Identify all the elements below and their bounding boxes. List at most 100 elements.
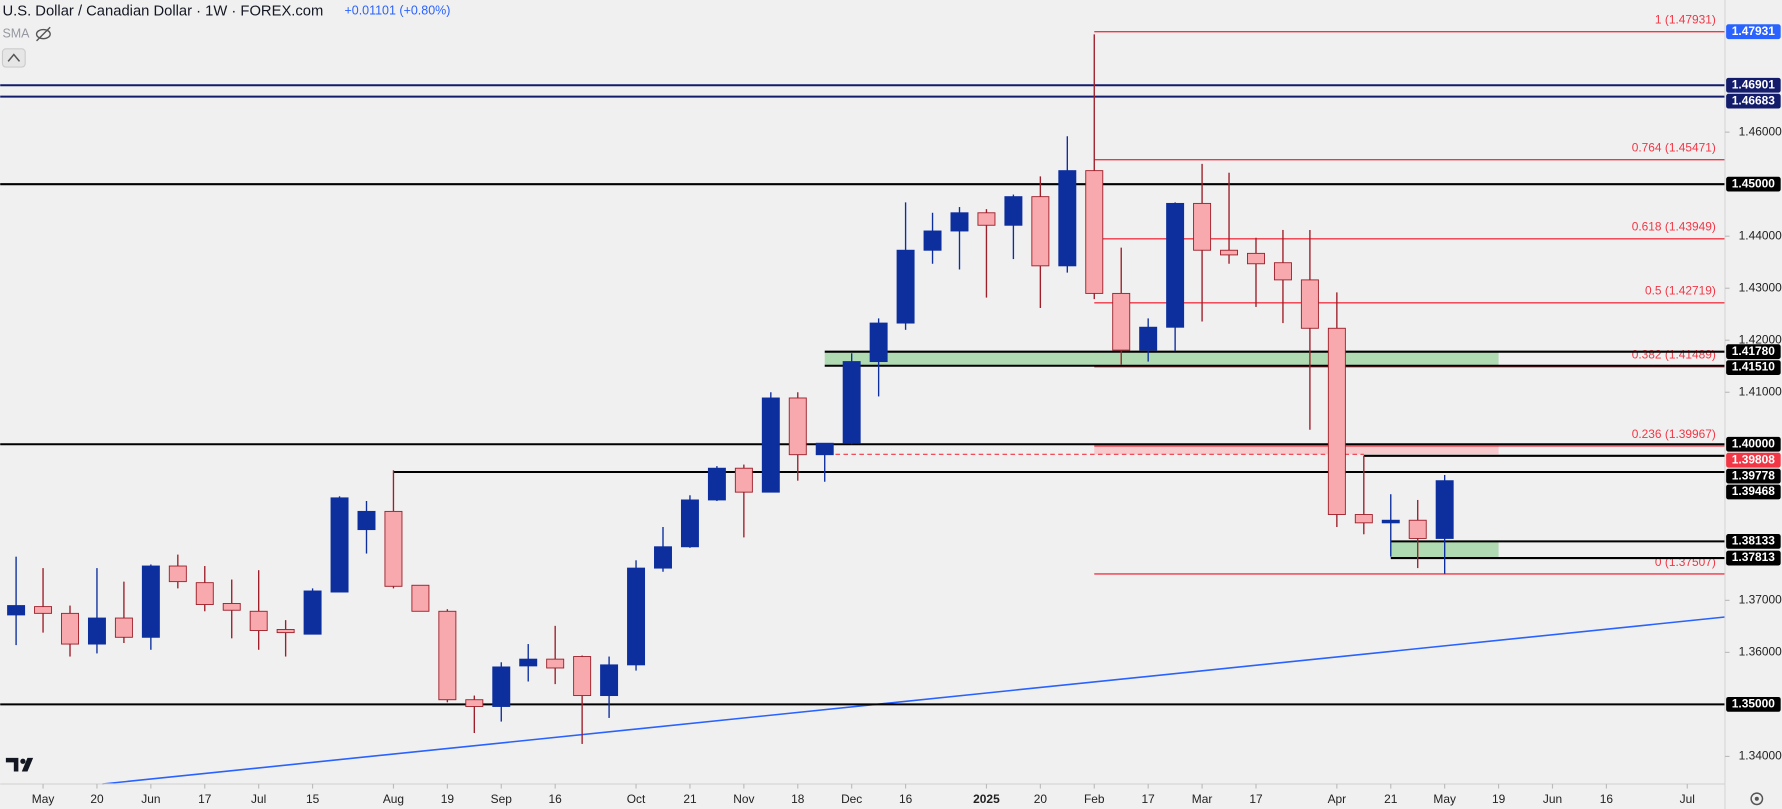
y-tick-label: 1.36000 <box>1739 645 1782 659</box>
x-tick-label: 17 <box>1142 792 1156 806</box>
hide-icon[interactable] <box>35 26 51 42</box>
fib-label: 0 (1.37507) <box>1655 555 1716 569</box>
price-label: 1.35000 <box>1732 697 1775 711</box>
candle-body <box>492 666 511 707</box>
x-tick-label: 21 <box>683 792 697 806</box>
x-tick-label: 19 <box>1492 792 1506 806</box>
candle-body <box>815 442 834 456</box>
candle-body <box>1273 262 1292 281</box>
candle-body <box>1220 249 1239 256</box>
price-label: 1.38133 <box>1732 534 1775 548</box>
candle-body <box>276 629 295 634</box>
candle-body <box>222 603 241 611</box>
fib-label: 0.382 (1.41489) <box>1632 348 1716 362</box>
price-label-box <box>1726 534 1781 549</box>
trendline <box>102 616 1726 785</box>
x-tick-label: May <box>1433 792 1456 806</box>
price-label-box <box>1726 360 1781 375</box>
candle-body <box>411 584 430 612</box>
x-tick-label: 18 <box>791 792 805 806</box>
candle-body <box>1112 292 1131 351</box>
price-label: 1.41510 <box>1732 360 1775 374</box>
x-tick-label: 16 <box>1600 792 1614 806</box>
price-label: 1.46901 <box>1732 77 1775 91</box>
fib-label: 0.618 (1.43949) <box>1632 220 1716 234</box>
fib-label: 0.764 (1.45471) <box>1632 140 1716 154</box>
candle-body <box>950 212 969 232</box>
price-label: 1.47931 <box>1732 24 1775 38</box>
x-tick-label: 17 <box>1249 792 1263 806</box>
candle-body <box>1354 514 1373 524</box>
plot-area: 1 (1.47931) 0.764 (1.45471) 0.618 (1.43949… <box>0 12 1726 785</box>
candle-body <box>600 664 619 697</box>
x-tick-label: 16 <box>549 792 563 806</box>
fib-label: 0.236 (1.39967) <box>1632 427 1716 441</box>
price-label-box <box>1726 697 1781 712</box>
indicator-name: SMA <box>2 26 30 40</box>
candle-body <box>896 249 915 324</box>
x-tick-label: Jun <box>1543 792 1562 806</box>
candle-body <box>1058 170 1077 267</box>
candle-body <box>195 582 214 605</box>
x-tick-label: Aug <box>383 792 404 806</box>
candle-body <box>303 590 322 635</box>
candle-body <box>1004 196 1023 226</box>
collapse-button[interactable] <box>1 48 26 68</box>
x-tick-label: 2025 <box>973 792 1000 806</box>
y-tick-label: 1.44000 <box>1739 228 1782 242</box>
candle-body <box>1408 519 1427 539</box>
x-tick-label: 21 <box>1384 792 1398 806</box>
y-tick-label: 1.46000 <box>1739 124 1782 138</box>
price-label-box <box>1726 24 1781 40</box>
candle-body <box>168 565 187 583</box>
candle-body <box>87 617 106 645</box>
x-tick-label: 19 <box>441 792 455 806</box>
price-label-box <box>1726 77 1781 93</box>
candle-body <box>546 658 565 669</box>
price-label-box <box>1726 344 1781 360</box>
candle-body <box>788 397 807 456</box>
candle-body <box>707 467 726 501</box>
y-tick-label: 1.41000 <box>1739 384 1782 398</box>
x-tick-label: Jul <box>1680 792 1695 806</box>
candle-body <box>1247 252 1265 265</box>
candle-body <box>1031 196 1050 267</box>
candle-body <box>1381 519 1400 524</box>
candle-body <box>1166 202 1185 328</box>
x-tick-label: Mar <box>1192 792 1213 806</box>
candle-body <box>330 497 349 593</box>
y-tick-label: 1.43000 <box>1739 280 1782 294</box>
x-tick-label: Nov <box>733 792 754 806</box>
x-tick-label: Sep <box>491 792 513 806</box>
candle-body <box>627 567 646 666</box>
y-tick-label: 1.37000 <box>1739 593 1782 607</box>
candle-body <box>977 212 996 226</box>
candle-body <box>923 230 942 251</box>
price-label-box <box>1726 550 1781 566</box>
price-label: 1.39808 <box>1732 452 1775 466</box>
price-label-box <box>1726 452 1781 468</box>
candle-body <box>61 612 79 645</box>
price-label: 1.46683 <box>1732 93 1775 107</box>
candle-body <box>869 322 888 363</box>
candle-body <box>34 606 53 614</box>
candle-body <box>1193 202 1212 251</box>
x-tick-label: 15 <box>306 792 320 806</box>
x-tick-label: Oct <box>627 792 646 806</box>
candle-body <box>1085 170 1104 294</box>
price-label: 1.41780 <box>1732 344 1775 358</box>
candle-body <box>519 658 538 667</box>
y-tick-label: 1.42000 <box>1739 332 1782 346</box>
x-tick-label: 20 <box>1034 792 1048 806</box>
x-tick-label: May <box>32 792 55 806</box>
price-label-box <box>1726 436 1781 452</box>
settings-icon[interactable] <box>1750 792 1764 806</box>
price-label: 1.45000 <box>1732 176 1775 190</box>
price-label: 1.37813 <box>1732 550 1775 564</box>
price-label-box <box>1726 176 1781 192</box>
zone <box>1094 446 1499 455</box>
x-tick-label: Dec <box>841 792 862 806</box>
